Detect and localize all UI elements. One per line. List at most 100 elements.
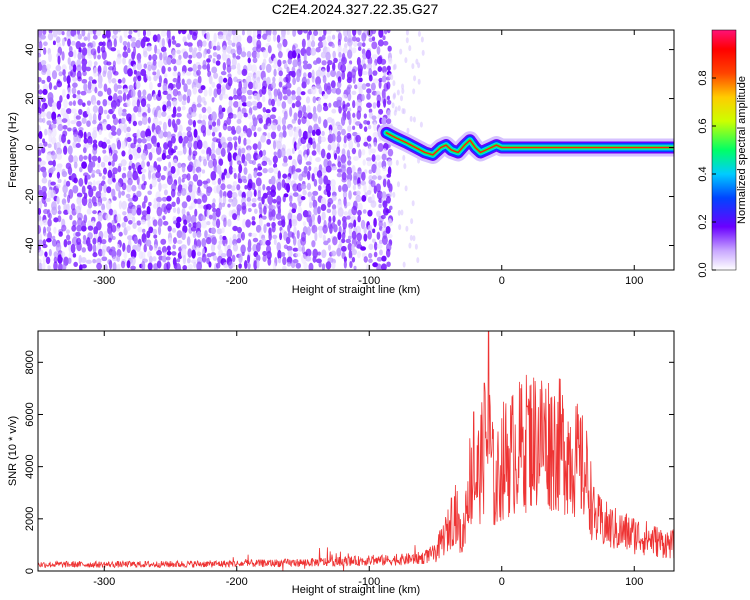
noise-cell [312, 199, 318, 209]
noise-cell [253, 260, 258, 270]
noise-cell [156, 48, 161, 55]
noise-cell [237, 135, 242, 145]
noise-cell [127, 170, 133, 180]
noise-cell [70, 120, 77, 125]
noise-cell [55, 242, 62, 253]
noise-cell [343, 36, 348, 43]
noise-cell [351, 35, 357, 42]
noise-cell [291, 70, 296, 78]
noise-cell [352, 74, 356, 84]
noise-cell [162, 104, 167, 112]
noise-cell [230, 64, 237, 70]
noise-cell [152, 203, 158, 209]
noise-cell [295, 48, 301, 54]
noise-cell [141, 173, 146, 182]
noise-cell [126, 99, 131, 107]
noise-cell [367, 230, 372, 240]
noise-cell [197, 95, 202, 105]
noise-cell [86, 89, 92, 94]
noise-cell [246, 89, 253, 96]
x-tick-label: -300 [93, 576, 115, 588]
noise-cell [207, 159, 214, 169]
noise-cell [417, 30, 421, 37]
noise-cell [105, 213, 111, 221]
noise-cell [66, 203, 70, 212]
noise-cell [75, 41, 82, 50]
noise-cell [156, 196, 162, 203]
noise-cell [167, 106, 172, 112]
noise-cell [306, 105, 311, 115]
noise-cell [356, 110, 362, 120]
noise-cell [82, 147, 87, 154]
noise-cell [102, 175, 106, 181]
noise-cell [122, 108, 127, 113]
noise-cell [255, 177, 262, 187]
noise-cell [348, 139, 354, 150]
noise-cell [41, 177, 48, 184]
noise-cell [190, 202, 196, 209]
noise-cell [259, 207, 263, 216]
noise-cell [321, 249, 327, 259]
noise-cell [57, 178, 62, 184]
noise-cell [272, 262, 277, 270]
noise-cell [48, 172, 52, 178]
noise-cell [391, 102, 395, 109]
noise-cell [42, 117, 46, 124]
noise-cell [61, 64, 67, 72]
noise-cell [346, 215, 351, 220]
noise-cell [137, 137, 143, 144]
noise-cell [408, 45, 412, 52]
noise-cell [191, 111, 197, 118]
noise-cell [50, 166, 56, 172]
noise-cell [61, 224, 67, 232]
noise-cell [386, 118, 392, 125]
noise-cell [122, 57, 126, 65]
noise-cell [151, 167, 157, 173]
noise-cell [41, 195, 47, 205]
noise-cell [147, 116, 151, 124]
noise-cell [225, 82, 232, 91]
noise-cell [92, 180, 96, 188]
noise-cell [336, 81, 342, 89]
noise-cell [265, 30, 272, 37]
noise-cell [315, 69, 322, 78]
noise-cell [247, 262, 251, 270]
noise-cell [297, 246, 303, 252]
noise-cell [241, 153, 246, 164]
noise-cell [287, 95, 293, 105]
noise-cell [287, 250, 293, 258]
noise-cell [211, 96, 215, 103]
noise-cell [305, 46, 312, 57]
noise-cell [201, 237, 207, 248]
noise-cell [201, 169, 206, 174]
noise-cell [358, 77, 363, 83]
noise-cell [311, 214, 316, 222]
noise-cell [123, 30, 128, 38]
noise-cell [181, 100, 187, 106]
noise-cell [226, 190, 233, 199]
noise-cell [291, 147, 295, 155]
noise-cell [190, 190, 196, 201]
noise-cell [66, 31, 72, 41]
noise-cell [372, 102, 377, 109]
noise-cell [311, 240, 316, 248]
noise-cell [246, 197, 252, 202]
noise-cell [91, 79, 97, 85]
noise-cell [70, 69, 77, 78]
noise-cell [357, 42, 363, 48]
noise-cell [328, 215, 332, 224]
noise-cell [57, 205, 61, 211]
spectrogram-x-ticks: -300 -200 -100 0 100 [93, 30, 643, 287]
noise-cell [241, 102, 248, 107]
noise-cell [121, 200, 127, 210]
noise-cell [78, 177, 84, 187]
noise-cell [48, 212, 52, 220]
noise-cell [330, 250, 337, 257]
noise-cell [341, 238, 346, 244]
noise-cell [135, 39, 141, 49]
snr-y-label: SNR (10 * v/v) [7, 416, 19, 486]
noise-cell [302, 145, 307, 151]
noise-cell [122, 40, 128, 47]
noise-cell [146, 61, 152, 66]
noise-cell [206, 62, 210, 73]
